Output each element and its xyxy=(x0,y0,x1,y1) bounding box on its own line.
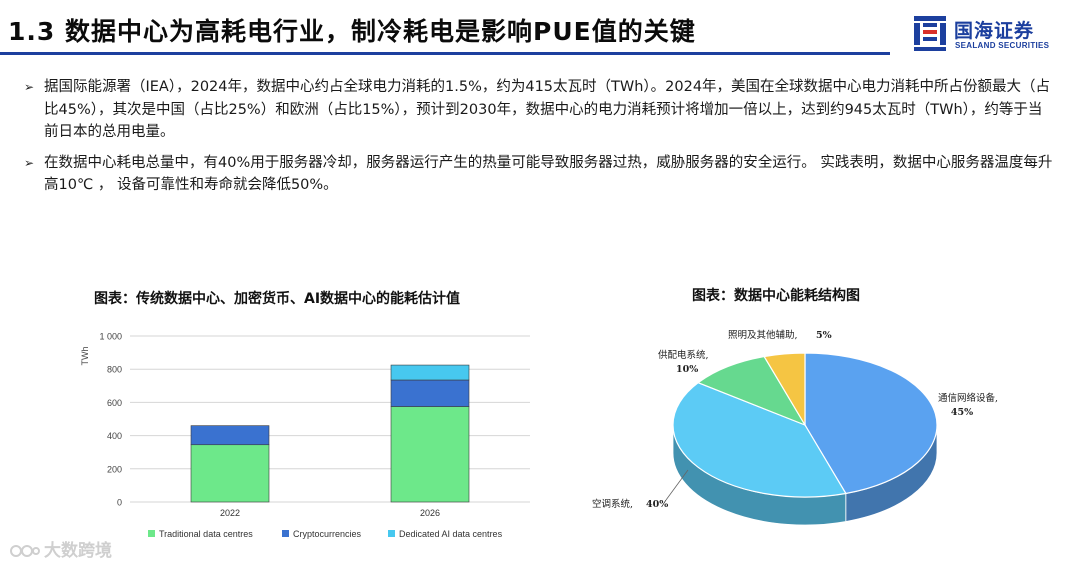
bullet-list: ➢ 据国际能源署（IEA），2024年，数据中心约占全球电力消耗的1.5%，约为… xyxy=(24,76,1054,205)
watermark: 大数跨境 xyxy=(10,536,112,561)
x-tick-label: 2022 xyxy=(220,508,240,518)
pie-slice xyxy=(696,355,807,427)
arrow-bullet-icon: ➢ xyxy=(24,80,35,94)
legend-swatch xyxy=(148,530,155,537)
pie-label: 供配电系统, xyxy=(658,349,709,361)
y-tick-label: 600 xyxy=(107,398,122,408)
pie-label: 通信网络设备, xyxy=(938,392,998,404)
pie-slice xyxy=(804,352,938,495)
bullet-item: ➢ 据国际能源署（IEA），2024年，数据中心约占全球电力消耗的1.5%，约为… xyxy=(24,76,1054,144)
legend-swatch xyxy=(388,530,395,537)
logo-english-text: SEALAND SECURITIES xyxy=(955,41,1050,50)
pie-percent-label: 5% xyxy=(816,330,832,341)
title-underline xyxy=(0,52,890,55)
bullet-text: 据国际能源署（IEA），2024年，数据中心约占全球电力消耗的1.5%，约为41… xyxy=(44,79,1051,140)
bullet-item: ➢ 在数据中心耗电总量中，有40%用于服务器冷却，服务器运行产生的热量可能导致服… xyxy=(24,152,1054,197)
watermark-logo-icon xyxy=(10,545,40,557)
legend-label: Dedicated AI data centres xyxy=(399,529,503,539)
logo-chinese-text: 国海证券 xyxy=(954,20,1035,42)
page-title: 1.3 数据中心为高耗电行业，制冷耗电是影响PUE值的关键 xyxy=(8,17,696,46)
y-tick-label: 800 xyxy=(107,365,122,375)
bar-segment xyxy=(390,379,470,407)
pie-percent-label: 45% xyxy=(951,407,973,418)
pie-leader-line xyxy=(665,469,689,501)
bar-chart-title: 图表：传统数据中心、加密货币、AI数据中心的能耗估计值 xyxy=(94,291,461,307)
pie-percent-label: 40% xyxy=(646,499,668,510)
stacked-bar-chart: 0 200 400 600 800 1 000 TWh 2022 2026 Traditional… xyxy=(80,332,530,539)
bar-segment xyxy=(390,406,470,503)
pie-percent-label: 10% xyxy=(676,364,698,375)
watermark-text: 大数跨境 xyxy=(44,541,112,561)
bar-segment xyxy=(190,444,270,503)
sealand-logo-icon xyxy=(914,16,946,51)
header: 1.3 数据中心为高耗电行业，制冷耗电是影响PUE值的关键 国海证券 SEALA… xyxy=(0,0,1080,56)
pie-chart: 通信网络设备, 45% 空调系统, 40% 供配电系统, 10% 照明及其他辅助, 5% xyxy=(592,329,998,526)
legend-label: Traditional data centres xyxy=(159,529,253,539)
pie-slice xyxy=(672,381,847,498)
x-tick-label: 2026 xyxy=(420,508,440,518)
pie-slice xyxy=(763,352,806,428)
company-logo: 国海证券 SEALAND SECURITIES xyxy=(912,14,1072,54)
bullet-text: 在数据中心耗电总量中，有40%用于服务器冷却，服务器运行产生的热量可能导致服务器… xyxy=(44,154,1053,194)
legend-swatch xyxy=(282,530,289,537)
bar-segment xyxy=(390,364,470,381)
pie-label: 空调系统, xyxy=(592,498,633,510)
pie-label: 照明及其他辅助, xyxy=(728,329,798,341)
y-tick-label: 400 xyxy=(107,431,122,441)
y-axis-label: TWh xyxy=(80,347,90,366)
y-tick-label: 200 xyxy=(107,464,122,474)
bar-segment xyxy=(190,425,270,446)
y-tick-label: 1 000 xyxy=(99,332,122,342)
arrow-bullet-icon: ➢ xyxy=(24,155,35,170)
y-tick-label: 0 xyxy=(117,498,122,508)
legend-label: Cryptocurrencies xyxy=(293,529,362,539)
pie-chart-title: 图表：数据中心能耗结构图 xyxy=(692,288,860,304)
